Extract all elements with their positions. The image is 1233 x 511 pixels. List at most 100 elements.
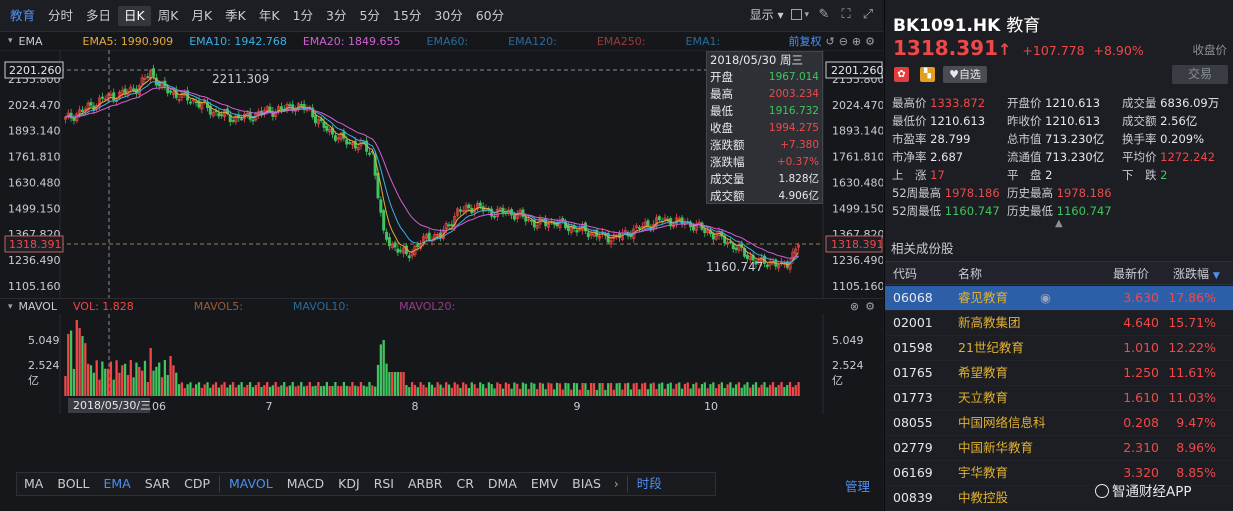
collapse-icon[interactable]: ▲ (1055, 218, 1063, 229)
table-row[interactable]: 06169 宇华教育 3.320 8.85% (885, 461, 1233, 486)
period-tab-6[interactable]: 季K (225, 7, 246, 23)
col-pct[interactable]: 涨跌幅 ▼ (1173, 267, 1220, 281)
y-tick-left: 1630.480 (8, 176, 61, 189)
table-row[interactable]: 01765 希望教育 1.250 11.61% (885, 361, 1233, 386)
indicator-tab-rsi[interactable]: RSI (373, 476, 394, 491)
indicator-name[interactable]: EMA (18, 34, 43, 48)
table-row[interactable]: 06068 睿见教育 ◉ 3.630 17.86% (885, 286, 1233, 311)
volume-bar (271, 385, 275, 396)
trade-button[interactable]: 交易 (1172, 65, 1228, 84)
volume-bar (712, 382, 715, 396)
table-row[interactable]: 02001 新高教集团 4.640 15.71% (885, 311, 1233, 336)
period-tab-9[interactable]: 3分 (326, 7, 347, 23)
adjust-menu[interactable]: 前复权 (788, 35, 822, 48)
indicator-tab-ma[interactable]: MA (24, 476, 44, 491)
volume-gear-icon[interactable]: ⚙ (865, 300, 875, 313)
indicator-tab-emv[interactable]: EMV (530, 476, 559, 491)
candle-body (194, 101, 198, 104)
table-row[interactable]: 01773 天立教育 1.610 11.03% (885, 386, 1233, 411)
indicator-tab-kdj[interactable]: KDJ (338, 476, 360, 491)
expand-icon[interactable]: ⤢ (862, 6, 874, 22)
current-price-left-text: 1318.391 (9, 238, 62, 251)
indicator-tab-arbr[interactable]: ARBR (408, 476, 443, 491)
period-tab-1[interactable]: 分时 (48, 7, 74, 23)
volume-bar (584, 383, 587, 396)
manage-button[interactable]: 管理 (845, 479, 871, 494)
undo-icon[interactable]: ↺ (825, 34, 835, 48)
period-tab-11[interactable]: 15分 (392, 7, 422, 23)
candle-body (586, 232, 590, 238)
indicator-tab-macd[interactable]: MACD (286, 476, 325, 491)
pen-icon[interactable]: ✎ (818, 6, 830, 22)
indicator-tab-bias[interactable]: BIAS (572, 476, 601, 491)
gear-icon[interactable]: ⚙ (865, 34, 875, 48)
watermark-logo-icon (1095, 484, 1109, 498)
candle-body (339, 132, 343, 140)
stat-item: 成交额 2.56亿 (1122, 114, 1198, 128)
period-tab-2[interactable]: 多日 (86, 7, 112, 23)
volume-bar (155, 366, 158, 396)
more-indicators-icon[interactable]: › (613, 477, 619, 491)
candle-body (478, 202, 482, 207)
volume-bar (678, 382, 681, 396)
volume-bar (263, 385, 266, 396)
volume-bar (288, 385, 292, 396)
volume-bar (320, 386, 323, 396)
col-code[interactable]: 代码 (893, 267, 918, 281)
checkbox-icon[interactable] (791, 9, 803, 20)
period-tab-7[interactable]: 年K (258, 7, 280, 23)
volume-bar (510, 388, 513, 396)
ema250-value: EMA250: (596, 34, 646, 48)
volume-bar (302, 386, 306, 396)
table-row[interactable]: 02779 中国新华教育 2.310 8.96% (885, 436, 1233, 461)
watchlist-button[interactable]: ♥自选 (943, 66, 987, 83)
indicator-tab-dma[interactable]: DMA (487, 476, 517, 491)
volume-bar (143, 360, 147, 396)
period-tab-4[interactable]: 周K (157, 7, 179, 23)
candle-body (575, 230, 579, 233)
period-tab-5[interactable]: 月K (191, 7, 213, 23)
indicator-tab-mavol[interactable]: MAVOL (229, 476, 273, 491)
period-tab-10[interactable]: 5分 (359, 7, 380, 23)
indicator-tab-ema[interactable]: EMA (103, 476, 131, 491)
period-button[interactable]: 时段 (636, 476, 662, 491)
fullscreen-icon[interactable]: ⛶ (841, 6, 851, 22)
candle-body (416, 244, 420, 247)
indicator-tab-boll[interactable]: BOLL (57, 476, 90, 491)
indicator-tab-sar[interactable]: SAR (144, 476, 171, 491)
month-label: 9 (574, 400, 581, 413)
volume-bar (550, 383, 553, 396)
candle-body (69, 112, 73, 119)
display-menu[interactable]: 显示 ▾ (749, 8, 784, 22)
volume-bar (567, 383, 570, 396)
volume-bars (64, 320, 800, 396)
eye-icon[interactable]: ◉ (1040, 290, 1051, 305)
volume-bar (328, 386, 331, 396)
volume-bar (695, 382, 698, 396)
volume-chart[interactable]: 5.049 5.049 2.524 2.524 亿 亿 2018/05/30/三 06 7 8 9 1… (0, 314, 883, 414)
plus-icon[interactable]: ⊕ (851, 34, 862, 48)
minus-icon[interactable]: ⊖ (838, 34, 848, 48)
period-tab-8[interactable]: 1分 (292, 7, 314, 23)
volume-bar (621, 389, 624, 396)
volume-bar (493, 388, 496, 396)
volume-bar (575, 383, 579, 396)
close-indicator-icon[interactable]: ⊗ (849, 300, 860, 313)
period-tab-0[interactable]: 教育 (10, 7, 36, 23)
indicator-tab-cr[interactable]: CR (456, 476, 474, 491)
period-tab-12[interactable]: 30分 (434, 7, 463, 23)
indicator-tab-cdp[interactable]: CDP (184, 476, 211, 491)
volume-bar (697, 388, 701, 396)
col-price[interactable]: 最新价 (1113, 267, 1150, 281)
table-row[interactable]: 01598 21世纪教育 1.010 12.22% (885, 336, 1233, 361)
volume-bar (428, 382, 431, 396)
volume-indicator-name[interactable]: MAVOL (18, 300, 57, 313)
table-row[interactable]: 08055 中国网络信息科 0.208 9.47% (885, 411, 1233, 436)
period-tab-3[interactable]: 日K (118, 5, 151, 26)
candle-body (152, 68, 156, 77)
col-name[interactable]: 名称 (958, 267, 983, 281)
stat-item: 平均价 1272.242 (1122, 150, 1216, 164)
period-tab-13[interactable]: 60分 (475, 7, 505, 23)
candle-body (475, 203, 479, 210)
